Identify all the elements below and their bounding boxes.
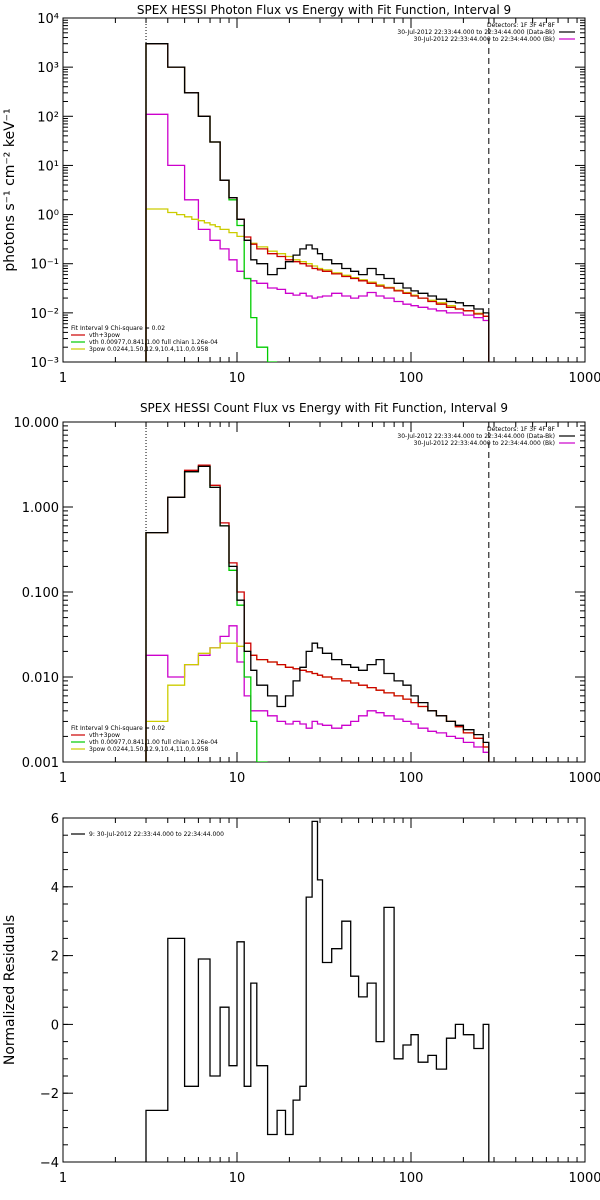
- x-tick-label: 100: [399, 1171, 424, 1186]
- y-tick-label: −2: [40, 1087, 59, 1102]
- header-line: 30-Jul-2012 22:33:44.000 to 22:34:44.000…: [414, 440, 555, 447]
- legend-entry: vth 0.00977,0.841,1.00 full chian 1.26e-…: [89, 739, 218, 746]
- x-tick-label: 1000: [568, 771, 600, 786]
- x-tick-label: 100: [399, 371, 424, 386]
- y-tick-label: 2: [51, 950, 59, 965]
- y-tick-label: 10⁻³: [30, 356, 59, 371]
- header-line: Detectors: 1F 3F 4F 8F: [487, 22, 556, 29]
- y-tick-label: 10⁻¹: [30, 258, 59, 273]
- header-line: 30-Jul-2012 22:33:44.000 to 22:34:44.000…: [397, 433, 555, 440]
- header-line: Detectors: 1F 3F 4F 8F: [487, 426, 556, 433]
- count-flux-panel: SPEX HESSI Count Flux vs Energy with Fit…: [14, 401, 600, 786]
- legend-entry: vth+3pow: [89, 732, 120, 739]
- y-tick-label: 0: [51, 1018, 59, 1033]
- series-data-bk: [145, 465, 490, 762]
- y-tick-label: 10¹: [37, 159, 59, 174]
- y-axis-label: photons s⁻¹ cm⁻² keV⁻¹: [2, 108, 18, 271]
- plot-frame: [62, 817, 586, 1163]
- residuals-panel: 1 10 100 1000 −4 −2 0 2 4 6 Normalized Residuals 9:…: [2, 812, 600, 1186]
- x-tick-label: 1000: [568, 371, 600, 386]
- y-tick-label: 10²: [37, 110, 59, 125]
- y-tick-label: 1.000: [22, 501, 59, 516]
- series-vth: [145, 465, 268, 762]
- series-data-bk: [145, 43, 490, 362]
- y-tick-label: 10⁻²: [30, 307, 59, 322]
- legend-entry: 9: 30-Jul-2012 22:33:44.000 to 22:34:44.…: [89, 831, 224, 838]
- legend-entry: 3pow 0.0244,1.50,12.9,10.4,11.0,0.958: [89, 746, 208, 753]
- y-tick-label: 6: [51, 812, 59, 827]
- series-vth-3pow: [145, 43, 490, 362]
- y-tick-label: −4: [40, 1156, 59, 1171]
- x-tick-label: 1: [59, 1171, 67, 1186]
- y-tick-label: 10³: [37, 61, 59, 76]
- y-tick-label: 10⁰: [37, 209, 59, 224]
- plot-frame: [62, 17, 586, 363]
- y-tick-label: 0.010: [22, 671, 59, 686]
- header-line: 30-Jul-2012 22:33:44.000 to 22:34:44.000…: [414, 36, 555, 43]
- y-tick-label: 0.001: [22, 756, 59, 771]
- y-tick-label: 0.100: [22, 586, 59, 601]
- series-bk: [145, 113, 490, 362]
- x-tick-label: 10: [229, 1171, 246, 1186]
- x-tick-label: 10: [229, 771, 246, 786]
- x-tick-label: 1000: [568, 1171, 600, 1186]
- plot-frame: [62, 421, 586, 763]
- y-axis-label: Normalized Residuals: [2, 915, 18, 1065]
- x-tick-label: 1: [59, 771, 67, 786]
- header-line: 30-Jul-2012 22:33:44.000 to 22:34:44.000…: [397, 29, 555, 36]
- y-tick-label: 4: [51, 881, 59, 896]
- series-vth-3pow: [145, 464, 490, 762]
- photon-flux-panel: SPEX HESSI Photon Flux vs Energy with Fi…: [2, 3, 600, 386]
- chart-title: SPEX HESSI Photon Flux vs Energy with Fi…: [137, 3, 511, 17]
- series-vth: [145, 43, 278, 362]
- chart-title: SPEX HESSI Count Flux vs Energy with Fit…: [140, 401, 508, 415]
- legend-entry: 3pow 0.0244,1.50,12.9,10.4,11.0,0.958: [89, 346, 208, 353]
- legend-entry: Fit Interval 9 Chi-square = 0.02: [71, 725, 165, 732]
- series-residuals: [145, 820, 490, 1162]
- y-tick-label: 10⁴: [37, 12, 59, 27]
- legend-entry: vth 0.00977,0.841,1.00 full chian 1.26e-…: [89, 339, 218, 346]
- x-tick-label: 10: [229, 371, 246, 386]
- legend-entry: vth+3pow: [89, 332, 120, 339]
- x-tick-label: 100: [399, 771, 424, 786]
- y-tick-label: 10.000: [14, 416, 60, 431]
- x-tick-label: 1: [59, 371, 67, 386]
- legend-entry: Fit Interval 9 Chi-square = 0.02: [71, 325, 165, 332]
